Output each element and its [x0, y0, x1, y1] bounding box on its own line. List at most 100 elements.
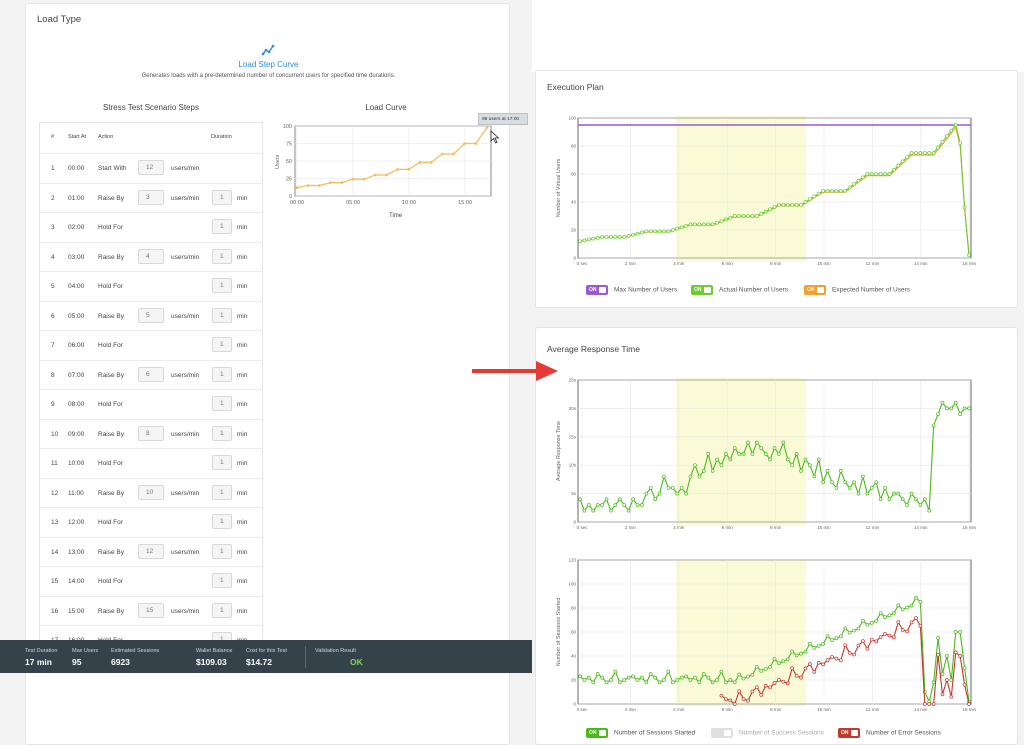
row-start: 14:00: [68, 578, 85, 585]
response-time-point: [693, 463, 697, 468]
toggle-switch[interactable]: ON: [586, 728, 608, 738]
users-value-input[interactable]: 12: [138, 543, 164, 559]
x-tick-label: 8 min: [770, 525, 782, 530]
duration-unit: min: [237, 342, 248, 349]
sessions-started-point: [591, 680, 596, 685]
toggle-switch[interactable]: ON: [586, 285, 608, 295]
footer-label: Wallet Balance: [196, 648, 233, 654]
duration-input[interactable]: 1: [212, 514, 232, 529]
duration-input[interactable]: 1: [212, 189, 232, 205]
y-axis-label: Number of Sessions Started: [556, 598, 562, 667]
duration-input[interactable]: 1: [212, 219, 232, 234]
sessions-started-point: [892, 611, 896, 616]
footer-value: OK: [350, 657, 363, 667]
y-tick-label: 40: [571, 200, 577, 205]
response-time-point: [967, 406, 971, 411]
legend-item[interactable]: ON Number of Sessions Started: [586, 728, 695, 738]
duration-input[interactable]: 1: [212, 248, 232, 264]
response-time-point: [922, 497, 927, 502]
actual-point: [847, 185, 852, 190]
users-value-input[interactable]: 8: [138, 425, 164, 441]
duration-input[interactable]: 1: [212, 543, 232, 559]
load-curve-point: [306, 184, 310, 187]
response-time-point: [821, 480, 825, 485]
row-start: 12:00: [68, 519, 85, 526]
row-num: 5: [51, 283, 55, 290]
col-num: #: [51, 134, 55, 140]
x-tick-label: 4 min: [673, 707, 685, 712]
duration-input[interactable]: 1: [212, 455, 232, 470]
table-row: 14 13:00 Raise By 12 users/min 1 min: [40, 536, 262, 567]
row-unit: users/min: [171, 371, 200, 379]
response-time-point: [600, 503, 604, 507]
error-sessions-point: [865, 646, 870, 651]
duration-input[interactable]: 1: [212, 484, 232, 500]
actual-point: [719, 219, 724, 223]
legend-item[interactable]: Number of Success Sessions: [711, 728, 824, 738]
error-sessions-point: [799, 675, 803, 680]
sessions-started-point: [586, 675, 591, 680]
actual-point: [679, 225, 684, 230]
y-tick-label: 25: [286, 177, 292, 183]
duration-input[interactable]: 1: [212, 573, 232, 588]
table-row: 15 14:00 Hold For 1 min: [40, 566, 262, 596]
users-value-input[interactable]: 15: [138, 602, 164, 618]
highlight-band-ep: [676, 116, 806, 262]
users-value-input[interactable]: 3: [138, 189, 164, 205]
actual-point: [657, 229, 662, 234]
duration-input[interactable]: 1: [212, 307, 232, 323]
sessions-started-point: [838, 634, 843, 639]
legend-item[interactable]: ON Number of Error Sessions: [838, 728, 941, 738]
duration-input[interactable]: 1: [212, 396, 232, 411]
actual-point: [728, 215, 733, 220]
toggle-switch[interactable]: ON: [804, 285, 826, 295]
load-step-curve-option[interactable]: Load Step Curve: [238, 60, 299, 69]
x-tick-label: 2 min: [625, 525, 637, 530]
load-curve-point: [329, 181, 332, 185]
error-sessions-point: [958, 654, 963, 658]
sessions-started-point: [750, 672, 755, 677]
duration-input[interactable]: 1: [212, 602, 232, 618]
actual-point: [701, 222, 706, 227]
actual-point: [595, 235, 600, 240]
duration-input[interactable]: 1: [212, 425, 232, 441]
x-tick-label: 6 min: [722, 261, 734, 266]
legend-item[interactable]: ON Max Number of Users: [586, 285, 677, 295]
users-value-input[interactable]: 10: [138, 484, 164, 500]
sessions-started-point: [958, 630, 963, 634]
response-time-point: [617, 497, 622, 502]
users-value-input[interactable]: 5: [138, 307, 164, 323]
toggle-switch[interactable]: ON: [838, 728, 860, 738]
load-step-curve-icon[interactable]: [261, 43, 275, 57]
legend-item[interactable]: ON Expected Number of Users: [804, 285, 910, 295]
load-curve-point: [407, 168, 411, 171]
mouse-cursor-icon: [490, 130, 500, 144]
y-tick-label: 75: [286, 142, 292, 148]
toggle-switch[interactable]: ON: [691, 285, 713, 295]
users-value-input[interactable]: 6: [138, 366, 164, 382]
response-time-point: [701, 469, 706, 473]
response-time-point: [838, 469, 843, 473]
error-sessions-point: [741, 697, 746, 701]
duration-unit: min: [237, 401, 248, 408]
users-value-input[interactable]: 12: [138, 160, 164, 175]
load-curve-point: [440, 152, 444, 156]
sessions-started-point: [600, 675, 604, 680]
sessions-started-point: [931, 680, 936, 685]
row-unit: users/min: [171, 548, 200, 556]
actual-point: [675, 226, 680, 231]
duration-input[interactable]: 1: [212, 366, 232, 382]
row-num: 4: [51, 253, 55, 261]
actual-point: [883, 172, 887, 176]
duration-input[interactable]: 1: [212, 337, 232, 352]
y-tick-label: 60: [571, 172, 577, 177]
users-value-input[interactable]: 4: [138, 248, 164, 264]
legend-label: Number of Success Sessions: [739, 729, 824, 737]
duration-input[interactable]: 1: [212, 278, 232, 293]
sessions-started-point: [706, 675, 711, 680]
actual-point: [962, 205, 967, 210]
toggle-switch[interactable]: [711, 728, 733, 738]
sessions-started-point: [905, 605, 909, 610]
legend-item[interactable]: ON Actual Number of Users: [691, 285, 788, 295]
response-time-point: [648, 486, 653, 490]
